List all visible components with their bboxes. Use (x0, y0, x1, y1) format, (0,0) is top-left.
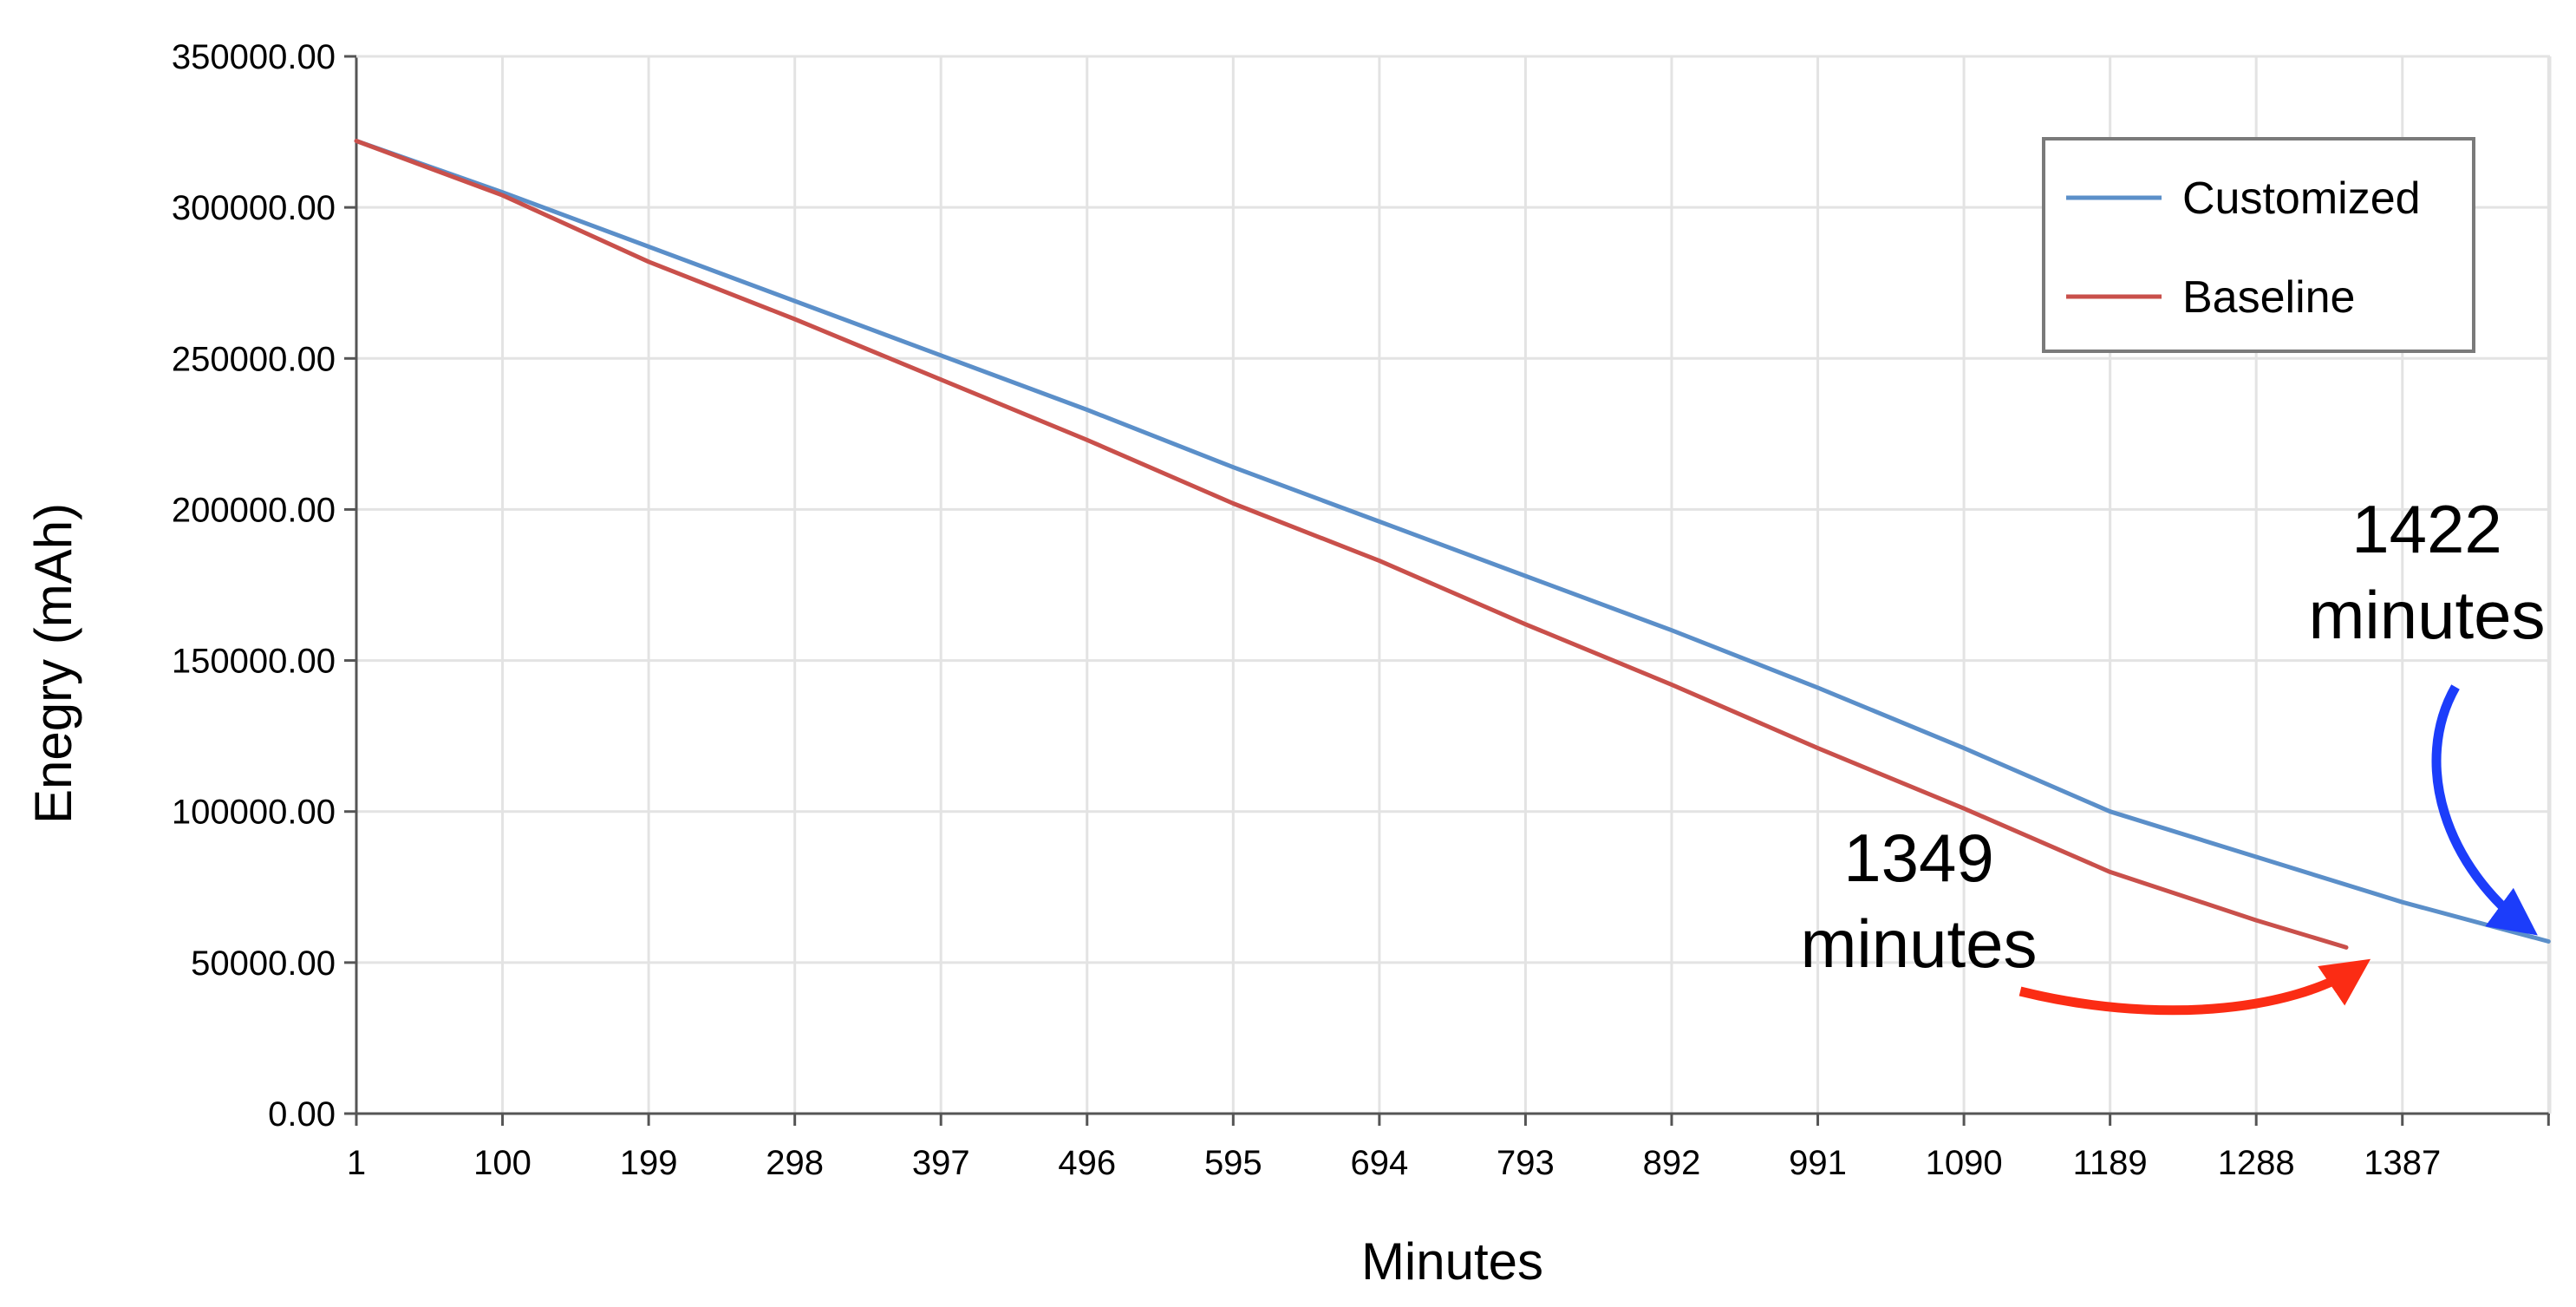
annotation-baseline: 1349 minutes (1800, 820, 2371, 1016)
x-tick-label: 397 (912, 1144, 970, 1182)
x-tick-label: 793 (1497, 1144, 1555, 1182)
x-tick-label: 991 (1789, 1144, 1847, 1182)
y-tick-label: 50000.00 (191, 944, 336, 983)
x-tick-label: 1288 (2218, 1144, 2295, 1182)
x-tick-label: 199 (620, 1144, 678, 1182)
y-tick-label: 100000.00 (172, 794, 336, 832)
annotation-customized: 1422 minutes (2308, 491, 2546, 936)
legend-label-customized: Customized (2182, 173, 2421, 224)
y-axis-title: Enegry (mAh) (24, 503, 82, 824)
annotation-customized-number: 1422 (2351, 491, 2502, 567)
x-tick-label: 892 (1643, 1144, 1701, 1182)
y-axis-ticks: 0.00 50000.00 100000.00 150000.00 200000.00 2… (172, 38, 356, 1134)
x-tick-label: 100 (473, 1144, 532, 1182)
series-line-baseline (354, 139, 2349, 950)
annotation-baseline-arrow (2018, 958, 2371, 1016)
y-tick-label: 150000.00 (172, 643, 336, 681)
x-tick-label: 496 (1058, 1144, 1116, 1182)
series-line-customized (354, 139, 2551, 944)
annotation-customized-unit: minutes (2308, 577, 2545, 653)
y-tick-label: 200000.00 (172, 491, 336, 529)
annotation-baseline-number: 1349 (1843, 820, 1994, 896)
annotation-baseline-unit: minutes (1800, 905, 2037, 982)
axes (355, 55, 2552, 1115)
x-axis-ticks: 1 100 199 298 397 496 595 694 793 892 991 1090 1189 1… (347, 1114, 2550, 1182)
series-lines (354, 139, 2551, 950)
y-tick-label: 0.00 (268, 1095, 336, 1134)
y-tick-label: 250000.00 (172, 340, 336, 378)
x-tick-label: 1189 (2073, 1144, 2148, 1182)
y-tick-label: 350000.00 (172, 38, 336, 76)
legend-label-baseline: Baseline (2182, 272, 2355, 323)
legend: Customized Baseline (2042, 137, 2475, 353)
x-tick-label: 1090 (1926, 1144, 2003, 1182)
annotation-customized-arrow (2431, 684, 2538, 936)
x-tick-label: 694 (1350, 1144, 1408, 1182)
legend-box (2042, 137, 2475, 353)
x-tick-label: 595 (1204, 1144, 1262, 1182)
x-axis-title: Minutes (1361, 1232, 1543, 1291)
y-tick-label: 300000.00 (172, 189, 336, 227)
x-tick-label: 1387 (2364, 1144, 2441, 1182)
x-tick-label: 1 (347, 1144, 366, 1182)
x-tick-label: 298 (766, 1144, 824, 1182)
